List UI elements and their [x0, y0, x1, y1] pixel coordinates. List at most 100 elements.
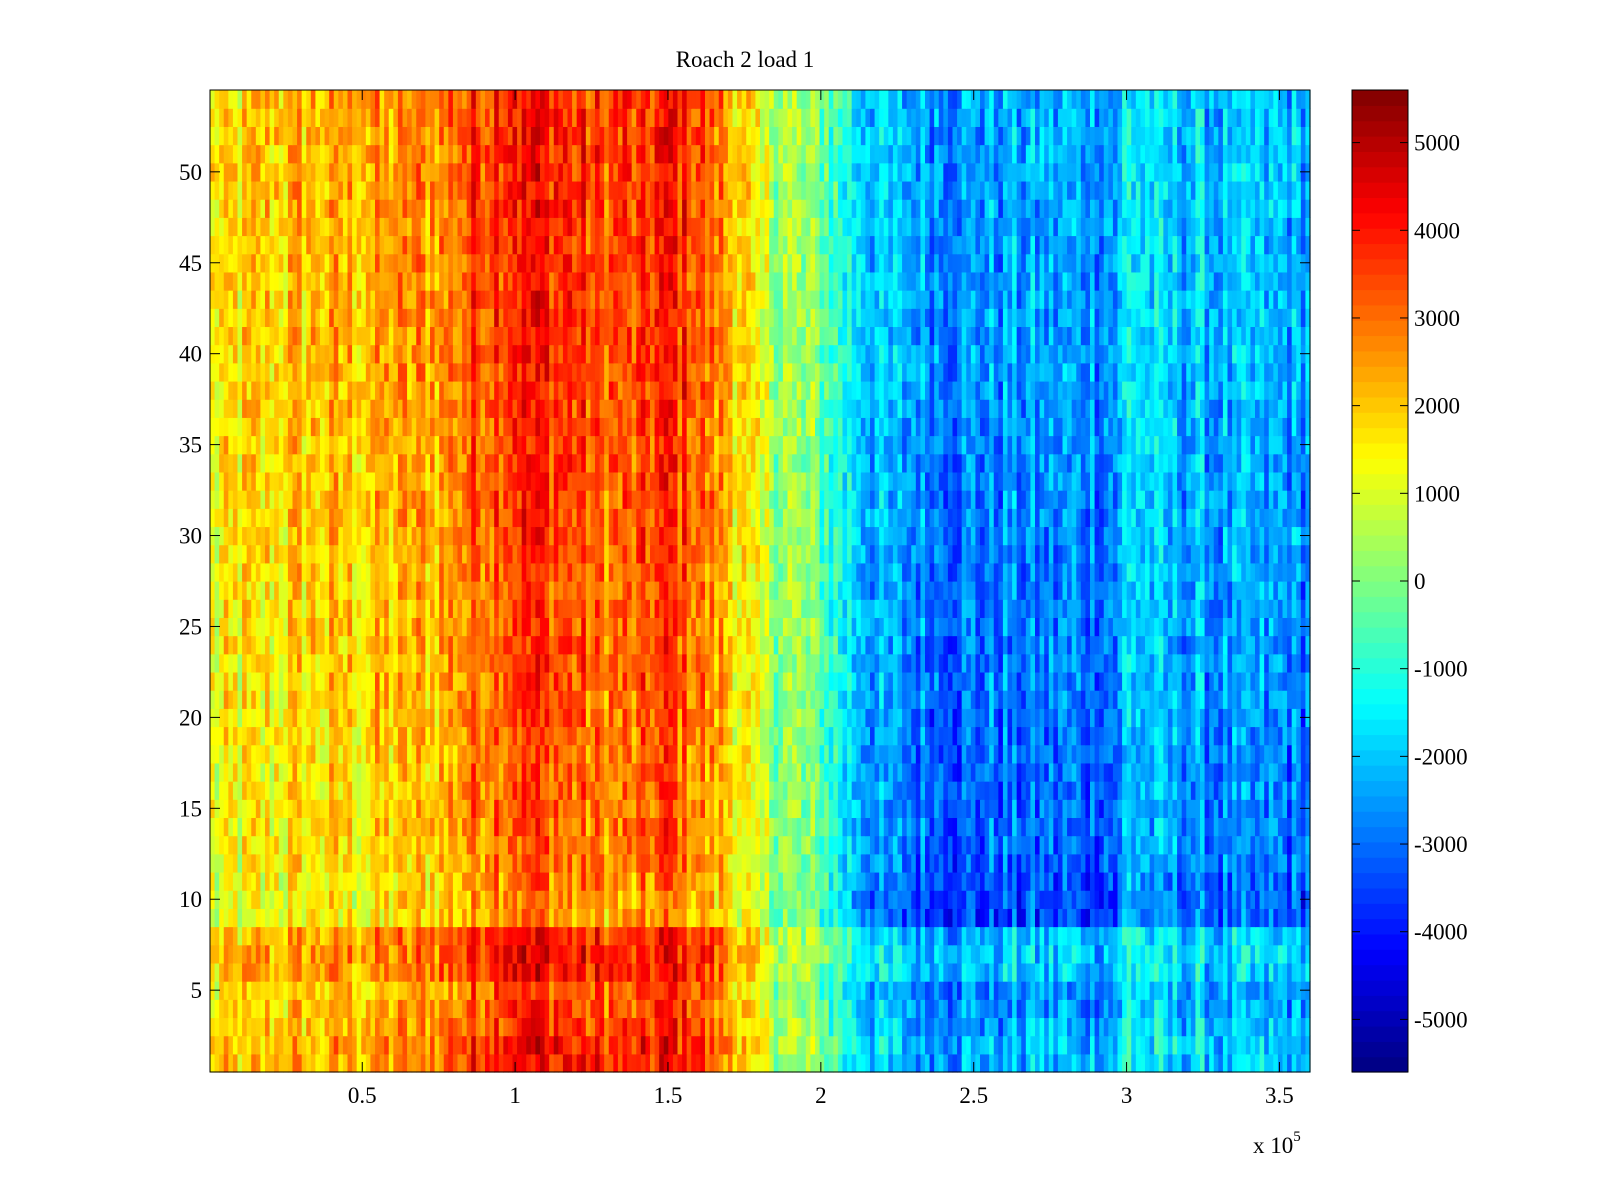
heatmap-cell [993, 871, 999, 891]
heatmap-cell [815, 690, 821, 709]
heatmap-cell [975, 926, 981, 946]
heatmap-cell [278, 926, 284, 946]
heatmap-cell [1057, 1035, 1064, 1055]
heatmap-cell [837, 1017, 844, 1037]
heatmap-cell [310, 999, 317, 1019]
heatmap-cell [214, 762, 220, 782]
heatmap-cell [622, 853, 628, 873]
heatmap-cell [993, 762, 999, 782]
heatmap-cell [1158, 817, 1164, 837]
heatmap-cell [952, 962, 958, 982]
heatmap-cell [361, 817, 367, 837]
heatmap-cell [961, 908, 967, 928]
heatmap-cell [352, 799, 358, 819]
heatmap-cell [443, 690, 449, 709]
heatmap-cell [553, 708, 559, 728]
heatmap-cell [471, 944, 477, 964]
heatmap-cell [984, 926, 990, 946]
heatmap-cell [989, 908, 995, 928]
heatmap-cell [943, 962, 949, 982]
heatmap-cell [1300, 1017, 1307, 1037]
heatmap-cell [938, 1053, 944, 1073]
heatmap-cell [310, 762, 317, 782]
heatmap-cell [856, 962, 862, 982]
heatmap-cell [1053, 981, 1059, 1000]
heatmap-cell [535, 744, 541, 764]
heatmap-cell [1195, 1035, 1201, 1055]
heatmap-cell [1227, 799, 1233, 819]
heatmap-cell [1085, 835, 1091, 855]
heatmap-cell [1021, 1035, 1027, 1055]
heatmap-cell [1039, 981, 1045, 1000]
heatmap-cell [1025, 799, 1032, 819]
heatmap-cell [1067, 762, 1073, 782]
heatmap-cell [727, 708, 734, 728]
heatmap-cell [805, 926, 812, 946]
heatmap-cell [709, 744, 715, 764]
heatmap-cell [590, 817, 596, 837]
heatmap-cell [934, 908, 940, 928]
heatmap-cell [434, 1053, 440, 1073]
heatmap-cell [613, 871, 619, 891]
heatmap-cell [595, 962, 601, 982]
heatmap-cell [810, 926, 816, 946]
heatmap-cell [645, 853, 651, 873]
heatmap-cell [485, 762, 491, 782]
heatmap-cell [833, 762, 839, 782]
heatmap-cell [1025, 962, 1032, 982]
heatmap-cell [1245, 1017, 1252, 1037]
heatmap-cell [1016, 908, 1022, 928]
heatmap-cell [370, 999, 376, 1019]
heatmap-cell [833, 817, 839, 837]
heatmap-cell [860, 999, 867, 1019]
heatmap-cell [645, 981, 651, 1000]
heatmap-cell [278, 1035, 284, 1055]
heatmap-cell [375, 908, 381, 928]
heatmap-cell [883, 799, 889, 819]
heatmap-cell [966, 944, 972, 964]
heatmap-cell [1094, 981, 1100, 1000]
heatmap-cell [1076, 890, 1082, 909]
heatmap-cell [310, 853, 317, 873]
heatmap-cell [796, 817, 802, 837]
heatmap-cell [1241, 908, 1247, 928]
heatmap-cell [269, 981, 275, 1000]
heatmap-cell [805, 871, 812, 891]
heatmap-cell [443, 890, 449, 909]
heatmap-cell [677, 890, 683, 909]
heatmap-cell [1108, 799, 1114, 819]
heatmap-cell [934, 690, 940, 709]
heatmap-cell [517, 981, 523, 1000]
heatmap-cell [915, 690, 922, 709]
heatmap-cell [237, 726, 243, 746]
heatmap-cell [361, 799, 367, 819]
heatmap-cell [856, 981, 862, 1000]
heatmap-cell [416, 1017, 422, 1037]
heatmap-cell [938, 690, 944, 709]
heatmap-cell [1149, 726, 1155, 746]
heatmap-cell [1149, 708, 1155, 728]
heatmap-cell [604, 999, 610, 1019]
heatmap-cell [1048, 871, 1054, 891]
heatmap-cell [278, 890, 284, 909]
heatmap-cell [824, 926, 830, 946]
heatmap-cell [287, 962, 294, 982]
heatmap-cell [310, 871, 317, 891]
heatmap-cell [837, 1053, 844, 1073]
heatmap-cell [764, 744, 770, 764]
heatmap-cell [544, 999, 550, 1019]
heatmap-cell [737, 744, 743, 764]
heatmap-cell [576, 799, 582, 819]
heatmap-cell [361, 871, 367, 891]
heatmap-cell [727, 1035, 734, 1055]
heatmap-cell [627, 1053, 633, 1073]
heatmap-cell [828, 1035, 834, 1055]
heatmap-cell [746, 726, 752, 746]
heatmap-cell [645, 762, 651, 782]
heatmap-cell [682, 999, 688, 1019]
heatmap-cell [1300, 944, 1307, 964]
heatmap-cell [1067, 835, 1073, 855]
heatmap-cell [1172, 835, 1178, 855]
heatmap-cell [700, 926, 706, 946]
heatmap-cell [915, 981, 922, 1000]
